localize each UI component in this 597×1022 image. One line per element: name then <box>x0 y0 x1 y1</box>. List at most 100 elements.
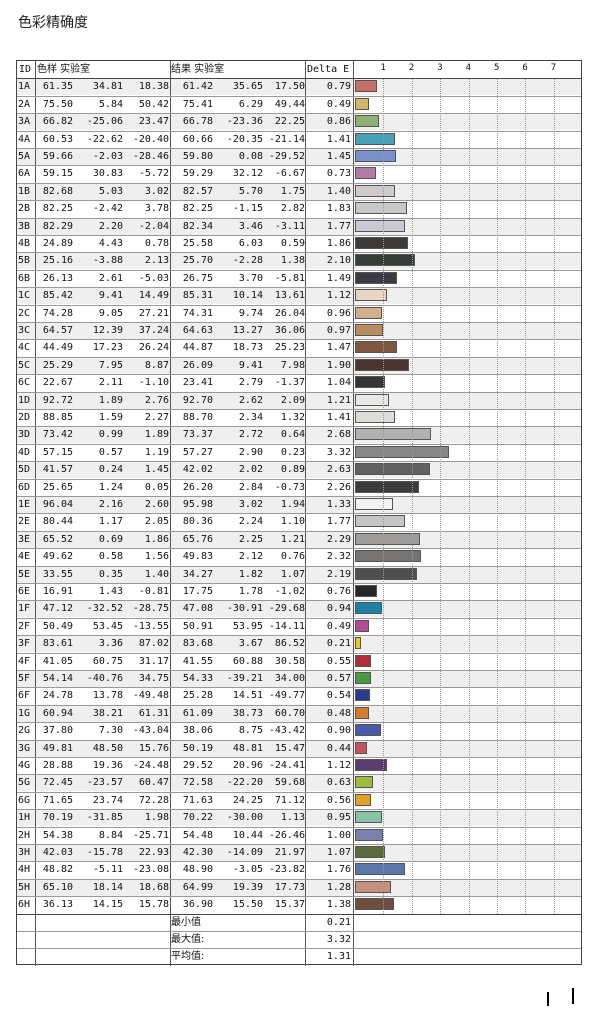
delta-e-bar <box>355 811 382 824</box>
sample-b: 23.47 <box>138 116 169 128</box>
patch-id: 2F <box>18 620 31 632</box>
result-a: -20.35 <box>226 133 263 145</box>
patch-id: 4G <box>18 760 31 771</box>
sample-l: 60.53 <box>42 133 73 145</box>
result-a: 3.67 <box>238 638 263 650</box>
result-b: 1.21 <box>280 533 305 545</box>
delta-e-value: 1.33 <box>326 499 351 510</box>
sample-l: 26.13 <box>42 272 73 284</box>
result-a: 0.08 <box>238 151 263 162</box>
result-a: 2.72 <box>238 429 263 441</box>
patch-id: 6H <box>18 899 31 911</box>
gridline <box>553 78 556 914</box>
delta-e-value: 1.07 <box>326 847 351 858</box>
table-row: 6E 16.91 1.43 -0.81 17.75 1.78 -1.02 0.76 <box>17 583 581 600</box>
table-row: 6C 22.67 2.11 -1.10 23.41 2.79 -1.37 1.04 <box>17 374 581 391</box>
x-tick-label: 1 <box>380 63 386 73</box>
sample-b: 1.56 <box>144 551 169 563</box>
sample-a: -23.57 <box>86 777 123 789</box>
result-l: 26.20 <box>182 481 213 493</box>
sample-a: 5.84 <box>98 98 123 110</box>
table-row: 2E 80.44 1.17 2.05 80.36 2.24 1.10 1.77 <box>17 513 581 530</box>
delta-e-bar <box>355 585 377 597</box>
result-b: -6.67 <box>274 168 305 180</box>
result-b: 0.64 <box>280 429 305 441</box>
delta-e-value: 1.40 <box>326 185 351 197</box>
result-l: 71.63 <box>182 794 213 806</box>
result-l: 44.87 <box>182 342 213 354</box>
patch-id: 5C <box>18 359 31 371</box>
sample-a: 0.24 <box>98 464 123 476</box>
table-row: 6A 59.15 30.83 -5.72 59.29 32.12 -6.67 0.73 <box>17 165 581 182</box>
result-a: 2.02 <box>238 464 263 476</box>
patch-id: 6A <box>18 168 31 180</box>
result-b: -49.77 <box>268 690 305 702</box>
table-row: 2G 37.80 7.30 -43.04 38.06 8.75 -43.42 0.90 <box>17 722 581 739</box>
sample-a: 1.89 <box>98 394 123 406</box>
result-l: 83.68 <box>182 638 213 650</box>
delta-e-value: 1.49 <box>326 272 351 284</box>
delta-e-bar <box>355 654 371 667</box>
delta-e-value: 1.12 <box>326 290 351 302</box>
header-sample-lab: 色样 实验室 <box>37 64 91 75</box>
row-divider <box>17 896 581 898</box>
patch-id: 4H <box>18 864 31 876</box>
delta-e-value: 0.95 <box>326 812 351 824</box>
sample-l: 66.82 <box>42 116 73 128</box>
table-row: 2F 50.49 53.45 -13.55 50.91 53.95 -14.11 0.49 <box>17 618 581 635</box>
row-divider <box>17 757 581 758</box>
row-divider <box>17 600 581 602</box>
result-l: 82.25 <box>182 203 213 215</box>
result-a: -30.00 <box>226 812 263 824</box>
delta-e-value: 0.86 <box>326 116 351 128</box>
result-l: 23.41 <box>182 377 213 389</box>
table-row: 3B 82.29 2.20 -2.04 82.34 3.46 -3.11 1.77 <box>17 217 581 235</box>
result-l: 50.91 <box>182 620 213 632</box>
sample-a: -2.03 <box>92 151 123 162</box>
delta-e-bar <box>355 741 368 754</box>
sample-a: 34.81 <box>92 81 123 93</box>
row-divider <box>17 791 581 793</box>
result-l: 25.70 <box>182 255 213 267</box>
table-row: 1E 96.04 2.16 2.60 95.98 3.02 1.94 1.33 <box>17 496 581 513</box>
sample-b: 2.05 <box>144 516 169 528</box>
delta-e-bar <box>355 706 369 719</box>
sample-b: -0.81 <box>138 586 169 597</box>
delta-e-value: 1.45 <box>326 151 351 162</box>
patch-id: 6F <box>18 690 31 702</box>
patch-id: 3C <box>18 325 31 336</box>
table-row: 3F 83.61 3.36 87.02 83.68 3.67 86.52 0.21 <box>17 635 581 653</box>
sample-a: -40.76 <box>86 673 123 684</box>
max-row: 最大值: 3.32 <box>17 931 581 948</box>
resize-mark <box>547 992 549 1006</box>
delta-e-bar <box>355 254 415 267</box>
max-value: 3.32 <box>326 934 351 945</box>
sample-l: 73.42 <box>42 429 73 441</box>
result-a: 5.70 <box>238 185 263 197</box>
row-divider <box>17 948 581 950</box>
result-a: 9.41 <box>238 359 263 371</box>
sample-a: 38.21 <box>92 707 123 719</box>
patch-id: 3H <box>18 847 31 858</box>
sample-b: 27.21 <box>138 307 169 319</box>
result-l: 66.78 <box>182 116 213 128</box>
patch-id: 6C <box>18 377 31 389</box>
row-divider <box>17 704 581 706</box>
row-divider <box>17 548 581 550</box>
delta-e-value: 0.55 <box>326 655 351 667</box>
result-l: 61.09 <box>182 707 213 719</box>
sample-a: 1.24 <box>98 481 123 493</box>
table-row: 3A 66.82 -25.06 23.47 66.78 -23.36 22.25 0.86 <box>17 113 581 131</box>
result-b: 0.89 <box>280 464 305 476</box>
row-divider <box>17 565 581 567</box>
sample-l: 37.80 <box>42 725 73 737</box>
result-l: 64.63 <box>182 325 213 336</box>
row-divider <box>17 287 581 289</box>
row-divider <box>17 269 581 271</box>
patch-id: 1C <box>18 290 31 302</box>
patch-id: 2C <box>18 307 31 319</box>
table-row: 6D 25.65 1.24 0.05 26.20 2.84 -0.73 2.26 <box>17 479 581 496</box>
sample-b: 15.76 <box>138 742 169 754</box>
sample-b: -5.72 <box>138 168 169 180</box>
patch-id: 1F <box>18 603 31 615</box>
